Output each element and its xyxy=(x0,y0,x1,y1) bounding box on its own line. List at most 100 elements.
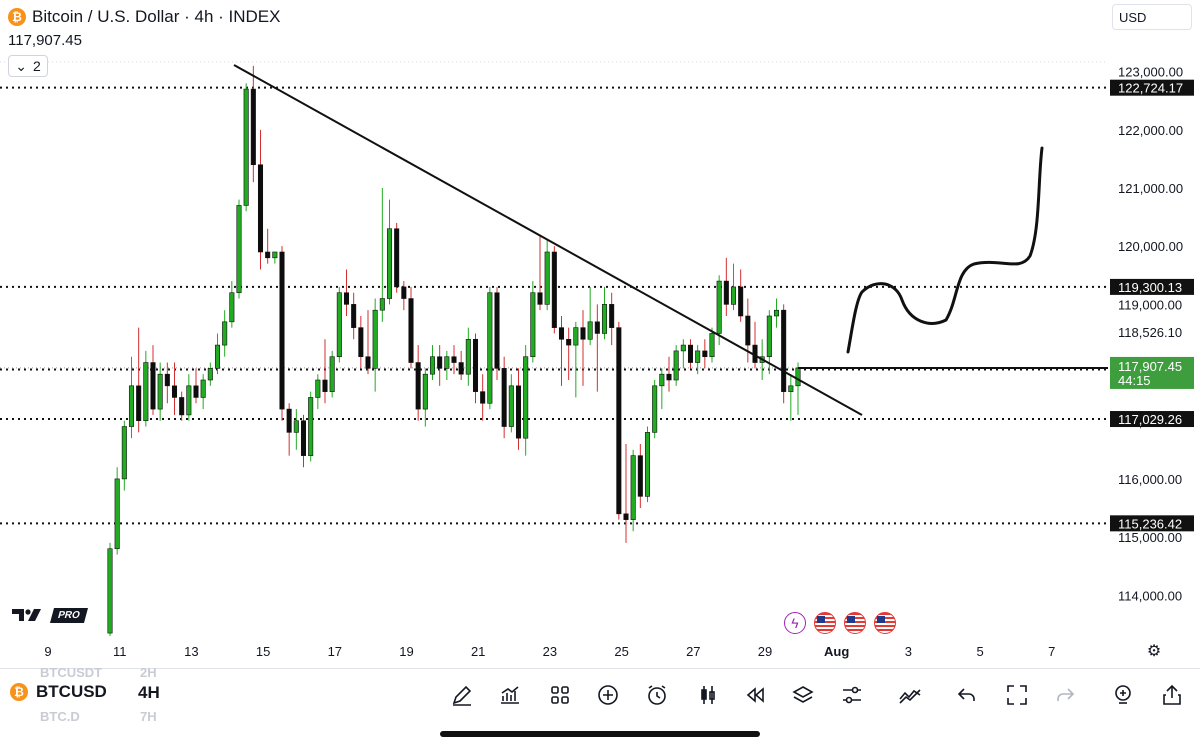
home-indicator xyxy=(440,731,760,737)
indicator-collapse-button[interactable]: ⌄ 2 xyxy=(8,55,48,77)
candle-body xyxy=(265,251,271,259)
add-plus-icon[interactable] xyxy=(594,681,622,709)
candle-body xyxy=(666,373,672,381)
candle-body xyxy=(150,362,156,410)
layers-icon[interactable] xyxy=(789,681,817,709)
current-price-label: 117,907.45 xyxy=(1118,359,1182,374)
chevron-down-icon: ⌄ xyxy=(15,57,27,74)
candle-body xyxy=(128,385,135,427)
x-tick-label: Aug xyxy=(824,644,849,659)
candle-body xyxy=(257,164,264,253)
tv-logo-mark xyxy=(12,609,41,621)
candle-body xyxy=(480,391,486,404)
candle-body xyxy=(222,321,228,346)
candle-body xyxy=(695,350,701,363)
candle-body xyxy=(501,368,507,427)
candle-body xyxy=(308,397,314,456)
currency-selector[interactable]: USD xyxy=(1112,4,1192,30)
y-tick-label: 115,000.00 xyxy=(1118,530,1182,545)
candle-body xyxy=(616,327,622,515)
candle-body xyxy=(336,292,342,358)
pro-badge: PRO xyxy=(49,607,88,623)
candle-body xyxy=(179,397,185,416)
alarm-clock-icon[interactable] xyxy=(643,681,671,709)
candle-body xyxy=(723,280,729,305)
candle-body xyxy=(709,333,715,358)
trend-tools-icon[interactable] xyxy=(896,681,924,709)
candle-body xyxy=(279,251,285,410)
candle-body xyxy=(207,368,213,381)
candle-body xyxy=(236,205,242,294)
ghost-symbol-prev: BTCUSDT xyxy=(40,665,103,680)
candle-body xyxy=(673,350,679,381)
us-flag-event-icon[interactable] xyxy=(844,612,866,634)
candle-body xyxy=(429,356,436,375)
candle-body xyxy=(515,385,522,439)
candle-body xyxy=(472,338,479,392)
us-flag-event-icon[interactable] xyxy=(874,612,896,634)
ghost-interval-next: 7H xyxy=(140,709,157,724)
x-tick-label: 9 xyxy=(44,644,51,659)
x-tick-label: 21 xyxy=(471,644,485,659)
ghost-symbol-next: BTC.D xyxy=(40,709,80,724)
candle-body xyxy=(494,292,500,369)
candle-body xyxy=(293,420,299,433)
y-tick-label: 122,000.00 xyxy=(1118,123,1183,138)
candle-body xyxy=(322,379,328,392)
candle-body xyxy=(136,385,142,422)
candle-body xyxy=(408,298,414,363)
x-tick-label: 3 xyxy=(905,644,912,659)
candle-body xyxy=(623,513,629,520)
interval-picker[interactable]: 4H xyxy=(138,683,160,702)
share-icon[interactable] xyxy=(1158,681,1186,709)
chart-settings-icon[interactable]: ⚙ xyxy=(1146,643,1162,660)
candle-body xyxy=(523,356,529,439)
indicator-count: 2 xyxy=(32,58,41,74)
indicators-icon[interactable] xyxy=(496,681,524,709)
x-tick-label: 7 xyxy=(1048,644,1055,659)
y-tick-label: 118,526.10 xyxy=(1118,325,1182,340)
candle-body xyxy=(415,362,421,410)
y-tick-label: 120,000.00 xyxy=(1118,239,1183,254)
last-price: 117,907.45 xyxy=(8,32,82,49)
candle-body xyxy=(781,309,787,392)
pen-icon[interactable] xyxy=(448,681,476,709)
x-tick-label: 13 xyxy=(184,644,198,659)
x-tick-label: 23 xyxy=(543,644,557,659)
candle-body xyxy=(444,356,450,369)
candle-body xyxy=(437,356,443,369)
us-flag-event-icon[interactable] xyxy=(814,612,836,634)
candle-body xyxy=(609,304,615,328)
candle-body xyxy=(143,362,149,422)
level-price-label: 119,300.13 xyxy=(1118,280,1182,295)
economic-events: ϟ xyxy=(784,612,896,634)
y-tick-label: 114,000.00 xyxy=(1118,588,1182,603)
candle-body xyxy=(465,338,471,375)
sliders-icon[interactable] xyxy=(838,681,866,709)
candle-body xyxy=(566,338,572,346)
add-alert-icon[interactable] xyxy=(1109,681,1137,709)
symbol-picker[interactable]: ₿ BTCUSD xyxy=(10,682,107,702)
candle-body xyxy=(745,315,751,346)
symbol-name: BTCUSD xyxy=(36,682,107,701)
candle-body xyxy=(300,420,307,456)
candle-body xyxy=(573,327,579,346)
flash-event-icon[interactable]: ϟ xyxy=(784,612,806,634)
candle-body xyxy=(157,373,163,410)
replay-icon[interactable] xyxy=(741,681,769,709)
x-tick-label: 17 xyxy=(328,644,342,659)
symbol-title[interactable]: Bitcoin / U.S. Dollar · 4h · INDEX xyxy=(32,7,281,26)
price-chart[interactable]: 123,000.00 122,000.00 121,000.00 120,000.00… xyxy=(0,0,1200,668)
candlestick-icon[interactable] xyxy=(694,681,722,709)
undo-icon[interactable] xyxy=(953,681,981,709)
layouts-icon[interactable] xyxy=(546,681,574,709)
y-tick-label: 121,000.00 xyxy=(1118,181,1183,196)
candle-body xyxy=(286,408,292,433)
tradingview-logo: PRO xyxy=(12,607,88,623)
fullscreen-icon[interactable] xyxy=(1003,681,1031,709)
x-tick-label: 19 xyxy=(399,644,413,659)
redo-icon[interactable] xyxy=(1051,681,1079,709)
x-tick-label: 15 xyxy=(256,644,270,659)
level-price-label: 122,724.17 xyxy=(1118,81,1183,96)
candle-body xyxy=(530,292,536,358)
